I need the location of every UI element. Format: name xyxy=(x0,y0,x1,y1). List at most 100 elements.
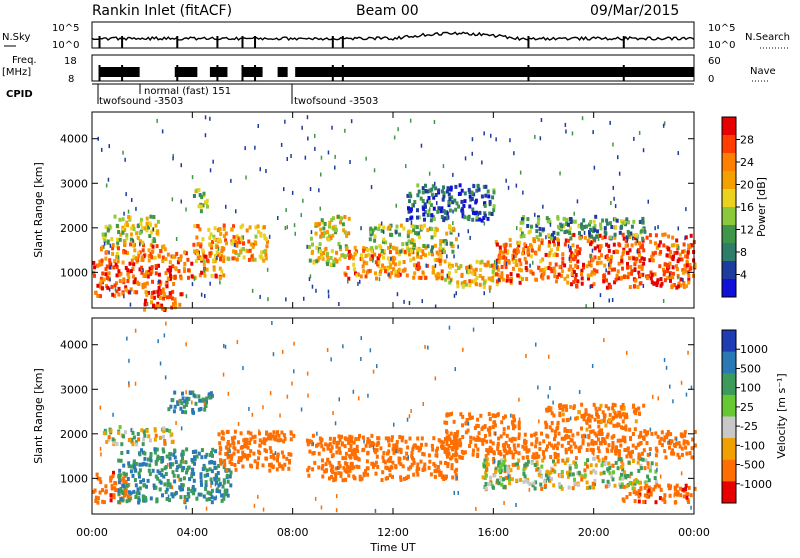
velocity-cell xyxy=(619,438,622,443)
power-cell xyxy=(386,226,390,231)
velocity-cell xyxy=(384,476,388,481)
velocity-cell xyxy=(442,477,446,481)
power-cell xyxy=(145,228,149,233)
velocity-cell xyxy=(434,469,438,474)
power-cell xyxy=(161,259,165,264)
velocity-cell xyxy=(239,458,243,463)
power-cell xyxy=(193,249,196,254)
power-cell xyxy=(577,250,581,255)
power-cell xyxy=(424,245,428,250)
velocity-cell xyxy=(237,440,240,445)
power-cell xyxy=(367,252,371,257)
power-cell xyxy=(589,254,592,259)
velocity-cell xyxy=(580,477,584,482)
power-cell xyxy=(432,269,435,274)
velocity-cell xyxy=(535,467,539,472)
velocity-cell xyxy=(492,456,496,461)
velocity-cell xyxy=(402,476,406,481)
velocity-cell xyxy=(599,471,603,476)
velocity-cell xyxy=(241,454,245,459)
velocity-cell xyxy=(482,438,486,443)
power-cell xyxy=(596,244,600,249)
velocity-cell xyxy=(621,476,625,481)
power-cell xyxy=(610,201,612,205)
power-cell xyxy=(346,253,350,258)
power-cell xyxy=(651,252,655,257)
power-cell xyxy=(171,264,175,269)
velocity-cell xyxy=(522,479,526,484)
velocity-cell xyxy=(643,429,647,434)
velocity-cell xyxy=(174,490,178,495)
power-cell xyxy=(209,281,211,286)
power-cell xyxy=(431,265,435,270)
velocity-cell xyxy=(663,358,666,362)
power-cell xyxy=(156,219,160,224)
velocity-cell xyxy=(221,484,225,489)
power-cell xyxy=(620,224,624,229)
power-cell xyxy=(430,227,434,231)
power-cell xyxy=(486,260,490,265)
power-colorbar-tick-label: 24 xyxy=(740,156,754,169)
velocity-cell xyxy=(386,451,390,456)
velocity-cell xyxy=(206,490,210,495)
power-cell xyxy=(109,243,112,248)
velocity-cell xyxy=(577,482,581,487)
velocity-cell xyxy=(514,450,518,455)
power-cell xyxy=(343,230,347,235)
velocity-cell xyxy=(637,489,641,493)
velocity-cell xyxy=(224,344,227,349)
power-cell xyxy=(548,261,552,266)
velocity-cell xyxy=(502,427,506,432)
velocity-cell xyxy=(568,469,572,474)
velocity-cell xyxy=(451,411,453,416)
velocity-cell xyxy=(253,434,257,439)
velocity-cell xyxy=(429,472,433,477)
velocity-cell xyxy=(606,483,610,488)
velocity-cell xyxy=(412,472,416,477)
power-cell xyxy=(610,225,614,229)
velocity-cell xyxy=(337,440,341,445)
velocity-cell xyxy=(155,447,159,452)
velocity-cell xyxy=(678,444,682,449)
velocity-cell xyxy=(689,493,693,498)
power-cell xyxy=(149,252,153,256)
velocity-cell xyxy=(603,413,607,418)
power-cell xyxy=(412,228,416,233)
power-cell xyxy=(237,237,241,242)
power-cell xyxy=(125,233,129,238)
power-cell xyxy=(369,229,372,234)
power-cell xyxy=(633,284,637,289)
power-cell xyxy=(431,252,434,257)
velocity-cell xyxy=(395,449,397,454)
power-cell xyxy=(217,247,220,251)
velocity-cell xyxy=(619,457,623,462)
power-cell xyxy=(222,273,226,278)
velocity-cell xyxy=(153,437,157,442)
power-cell xyxy=(553,274,557,279)
power-cell xyxy=(561,256,565,261)
velocity-cell xyxy=(131,431,135,435)
velocity-cell xyxy=(362,473,366,478)
velocity-cell xyxy=(178,399,182,403)
power-cell xyxy=(319,249,322,254)
power-cell xyxy=(157,304,161,309)
power-cell xyxy=(396,292,399,297)
power-cell xyxy=(617,242,621,247)
velocity-cell xyxy=(210,483,212,488)
velocity-cell xyxy=(208,491,212,496)
power-cell xyxy=(314,146,316,151)
velocity-cell xyxy=(570,449,573,454)
power-cell xyxy=(150,291,154,295)
velocity-colorbar-tick-label: 1000 xyxy=(740,343,768,356)
velocity-cell xyxy=(553,451,557,456)
power-cell xyxy=(592,268,596,273)
power-cell xyxy=(555,279,558,284)
power-cell xyxy=(621,221,625,226)
velocity-cell xyxy=(223,343,225,348)
power-cell xyxy=(672,283,676,287)
power-cell xyxy=(369,268,372,273)
velocity-cell xyxy=(229,453,233,458)
velocity-cell xyxy=(347,448,351,452)
velocity-cell xyxy=(507,450,511,455)
velocity-cell xyxy=(674,492,678,496)
